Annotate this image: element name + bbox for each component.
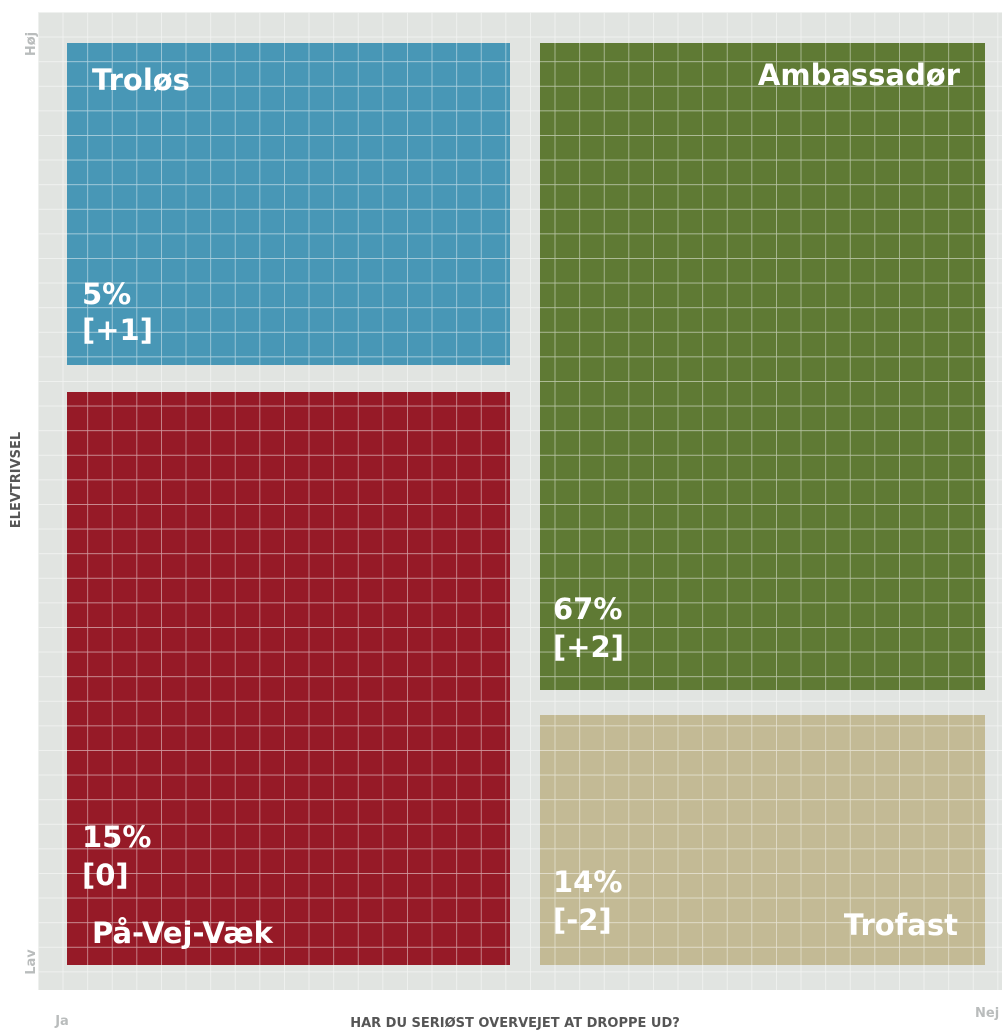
x-axis-title: HAR DU SERIØST OVERVEJET AT DROPPE UD? [350, 1016, 680, 1031]
grid-overlay [38, 12, 1002, 990]
quadrant-change: [+1] [82, 313, 153, 347]
quadrant-value: 14% [553, 865, 622, 899]
quadrant-value: 67% [553, 592, 622, 626]
y-high-label: Høj [24, 32, 39, 56]
y-axis-title: ELEVTRIVSEL [9, 432, 24, 528]
quadrant-change: [-2] [553, 903, 612, 937]
quadrant-name: Ambassadør [758, 58, 961, 92]
quadrant-name: Troløs [92, 63, 190, 97]
quadrant-value: 15% [82, 820, 151, 854]
x-left-label: Ja [54, 1014, 69, 1029]
x-right-label: Nej [975, 1006, 999, 1021]
quadrant-change: [0] [82, 858, 129, 892]
quadrant-name: På-Vej-Væk [92, 916, 274, 950]
quadrant-name: Trofast [844, 908, 958, 942]
quadrant-change: [+2] [553, 630, 624, 664]
quadrant-value: 5% [82, 277, 131, 311]
y-low-label: Lav [24, 949, 39, 975]
